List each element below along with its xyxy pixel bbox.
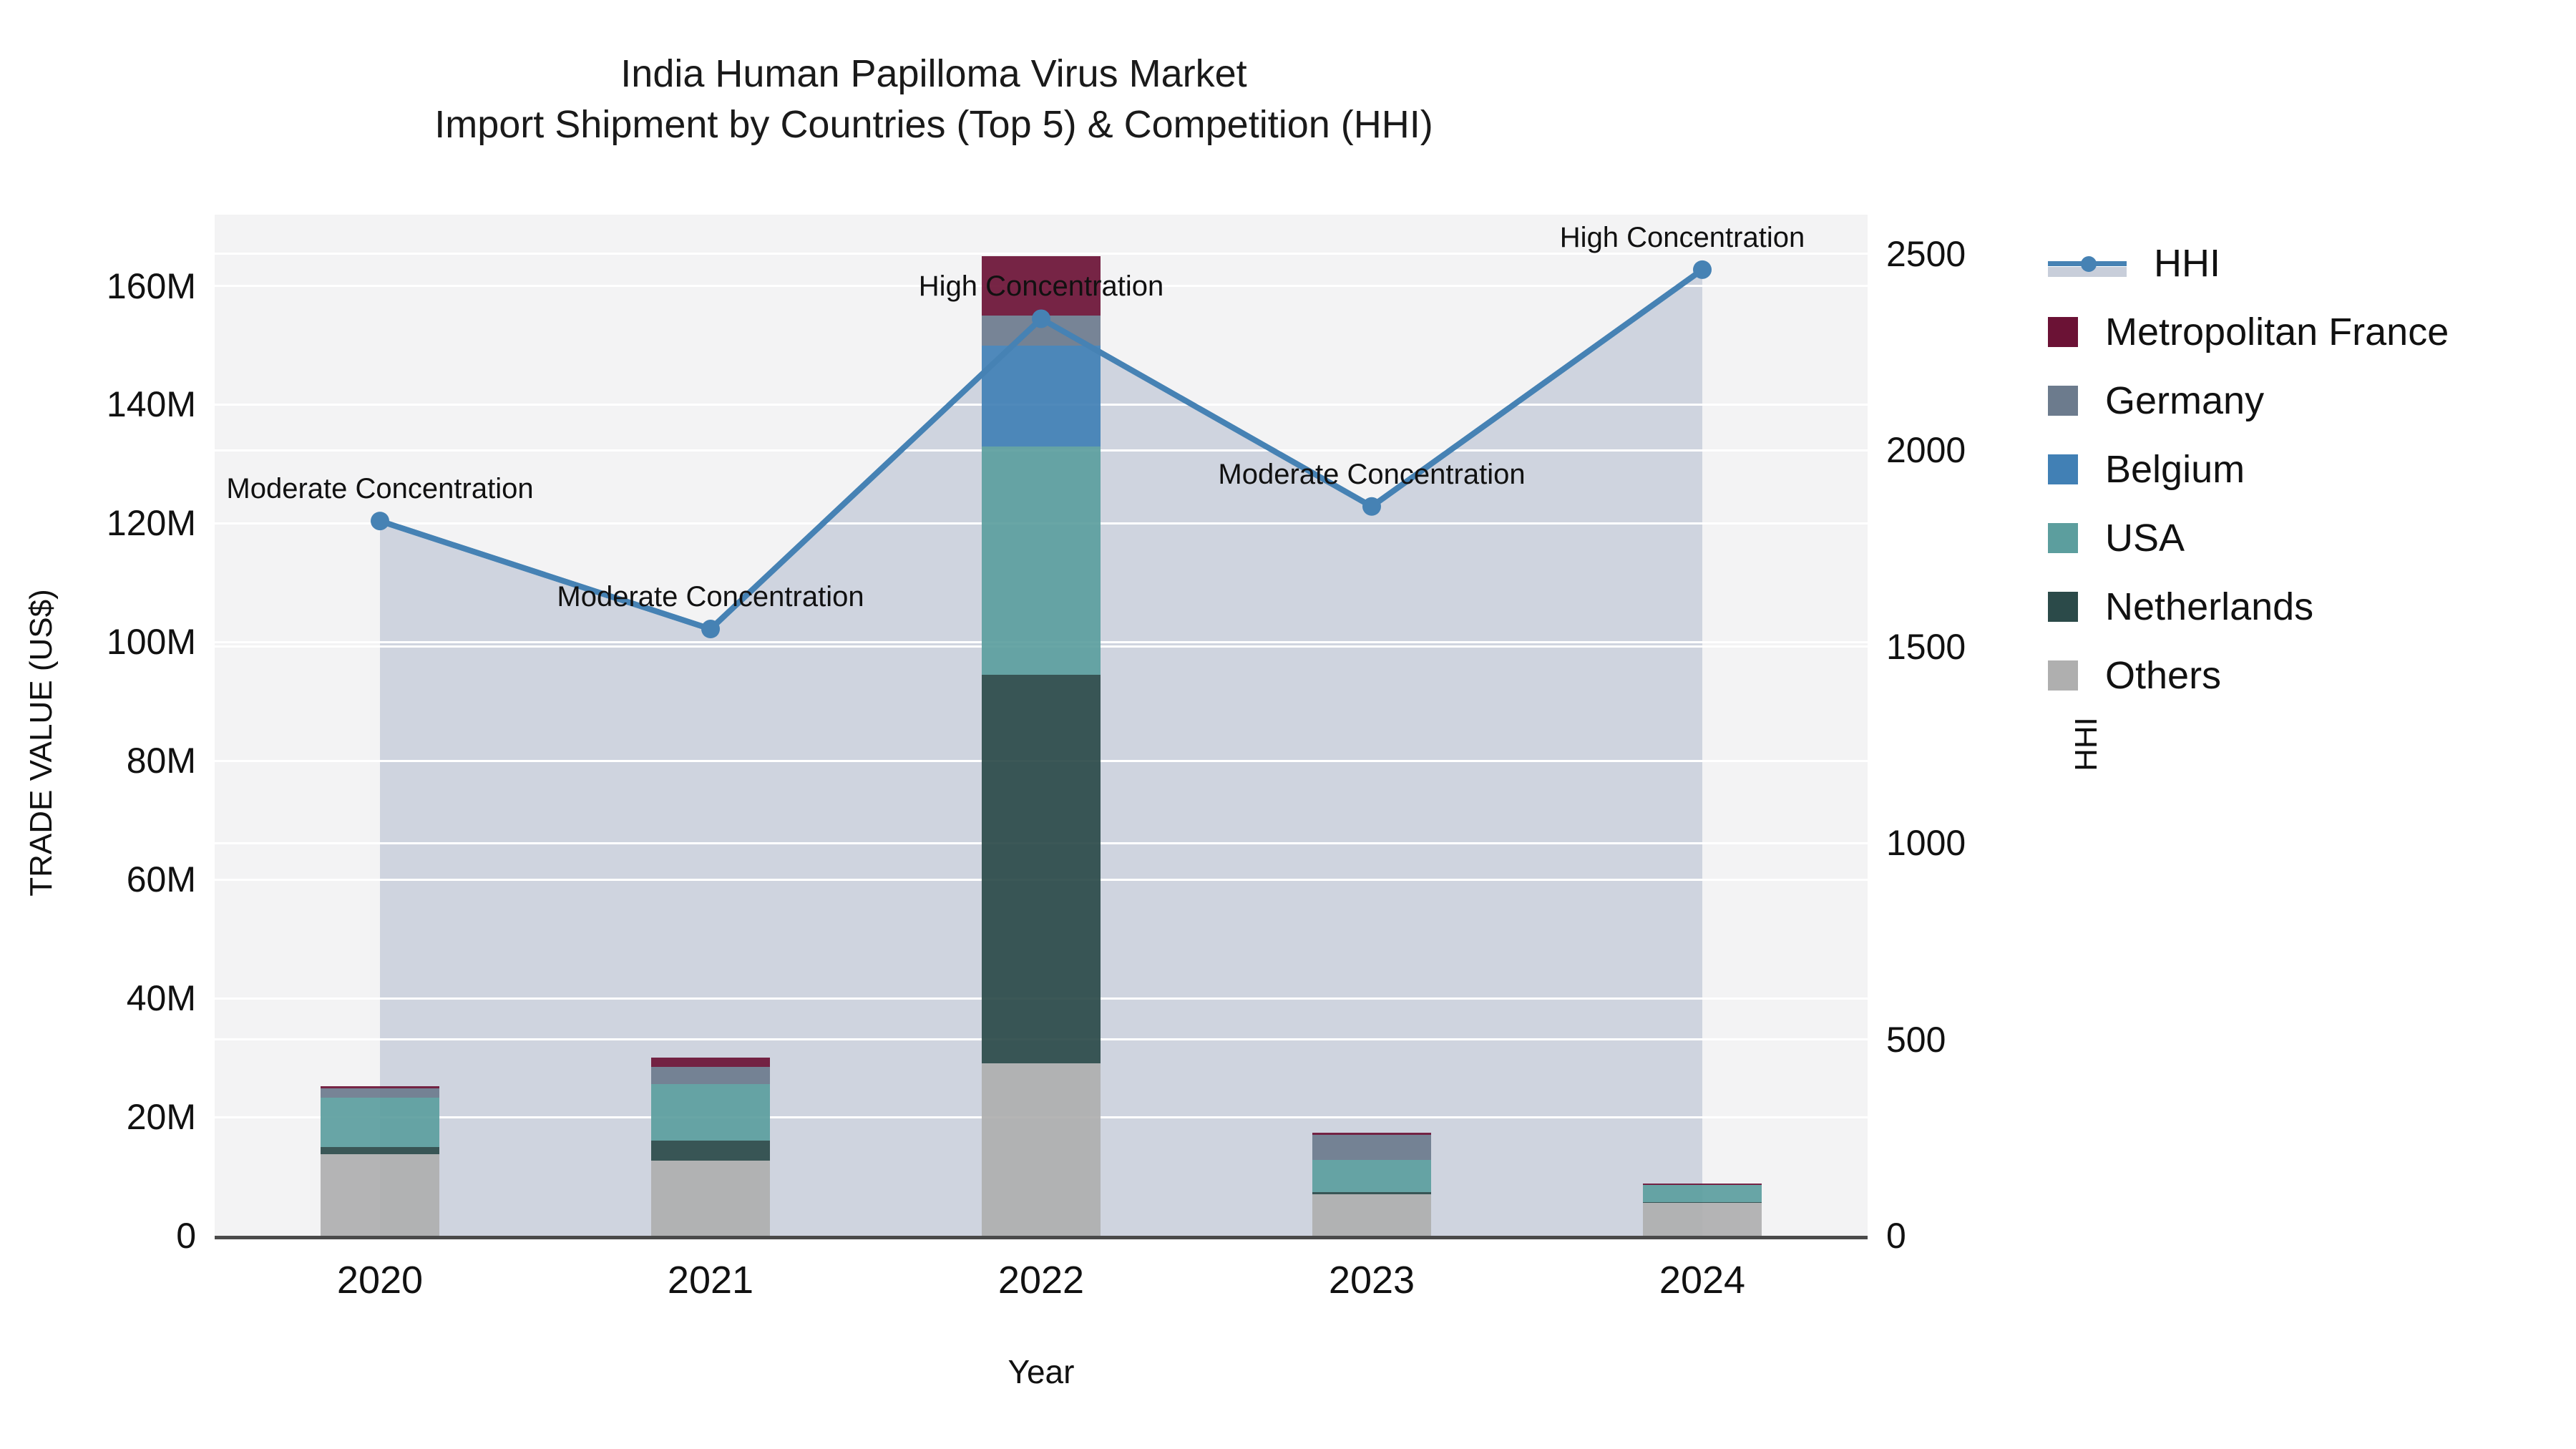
x-axis-tick: 2022 [997, 1259, 1085, 1302]
bar-group[interactable] [981, 215, 1101, 1236]
x-axis-tick: 2021 [667, 1259, 754, 1302]
bar-group[interactable] [320, 215, 440, 1236]
y-axis-right-tick: 1500 [1886, 626, 1966, 667]
hhi-annotation: High Concentration [918, 270, 1164, 303]
hhi-annotation: High Concentration [1559, 221, 1805, 253]
bar-segment-usa[interactable] [320, 1097, 440, 1148]
bar-segment-netherlands[interactable] [650, 1141, 771, 1161]
bar-group[interactable] [1642, 215, 1762, 1236]
hhi-annotation: Moderate Concentration [1218, 458, 1526, 490]
legend-swatch-icon [2048, 317, 2078, 347]
bar-segment-metropolitan-france[interactable] [650, 1058, 771, 1067]
y-axis-left-tick: 60M [126, 859, 196, 900]
legend-item-usa[interactable]: USA [2048, 504, 2549, 572]
bar-segment-others[interactable] [650, 1160, 771, 1236]
legend-area-fill [2048, 267, 2127, 277]
legend-swatch-icon [2048, 454, 2078, 484]
y-axis-left-tick: 140M [106, 384, 196, 425]
y-axis-right-tick: 0 [1886, 1216, 1906, 1256]
bar-segment-others[interactable] [1312, 1194, 1432, 1236]
y-axis-left-tick: 120M [106, 503, 196, 544]
plot-area [215, 215, 1868, 1236]
bar-group[interactable] [1312, 215, 1432, 1236]
bar-segment-metropolitan-france[interactable] [1642, 1183, 1762, 1185]
y-axis-left-tick: 100M [106, 622, 196, 663]
legend-label: Netherlands [2105, 585, 2314, 628]
hhi-marker[interactable] [1693, 260, 1712, 279]
legend-swatch-icon [2048, 523, 2078, 553]
y-axis-right-tick: 2000 [1886, 430, 1966, 471]
legend-label: HHI [2154, 242, 2220, 285]
chart-title-line-2: Import Shipment by Countries (Top 5) & C… [434, 103, 1433, 147]
legend-item-hhi[interactable]: HHI [2048, 229, 2549, 298]
y-axis-left-tick: 0 [176, 1216, 196, 1256]
bar-segment-belgium[interactable] [981, 345, 1101, 447]
bar-group[interactable] [650, 215, 771, 1236]
legend-line-dot [2081, 256, 2097, 272]
hhi-marker[interactable] [1362, 497, 1381, 516]
legend-item-netherlands[interactable]: Netherlands [2048, 572, 2549, 641]
bar-segment-usa[interactable] [1312, 1159, 1432, 1193]
legend-line-marker-icon [2048, 248, 2127, 278]
legend-label: Metropolitan France [2105, 311, 2449, 353]
legend-swatch-icon [2048, 386, 2078, 416]
hhi-annotation: Moderate Concentration [226, 473, 534, 505]
bar-segment-netherlands[interactable] [981, 675, 1101, 1064]
y-axis-left-tick: 80M [126, 741, 196, 781]
bar-segment-netherlands[interactable] [1642, 1202, 1762, 1204]
legend-label: USA [2105, 517, 2185, 560]
bar-segment-others[interactable] [981, 1063, 1101, 1236]
legend-swatch-icon [2048, 660, 2078, 691]
legend-label: Germany [2105, 379, 2265, 422]
bar-segment-netherlands[interactable] [1312, 1192, 1432, 1194]
x-axis-label: Year [1008, 1353, 1075, 1390]
legend-label: Others [2105, 654, 2222, 697]
y-axis-left-tick: 20M [126, 1097, 196, 1138]
hhi-markers-svg [371, 260, 1712, 639]
chart-title: India Human Papilloma Virus Market Impor… [0, 49, 1868, 151]
y-axis-left-tick: 40M [126, 978, 196, 1019]
bar-segment-germany[interactable] [1312, 1134, 1432, 1160]
bar-segment-others[interactable] [1642, 1203, 1762, 1236]
legend-label: Belgium [2105, 448, 2245, 491]
y-axis-right-tick: 500 [1886, 1019, 1946, 1060]
bar-segment-metropolitan-france[interactable] [981, 256, 1101, 316]
bar-segment-others[interactable] [320, 1154, 440, 1236]
legend-swatch-icon [2048, 592, 2078, 622]
y-axis-right-tick: 2500 [1886, 233, 1966, 274]
x-axis-tick: 2023 [1328, 1259, 1415, 1302]
legend-item-others[interactable]: Others [2048, 641, 2549, 710]
bar-segment-germany[interactable] [320, 1088, 440, 1098]
bar-segment-germany[interactable] [650, 1066, 771, 1085]
bar-segment-usa[interactable] [1642, 1184, 1762, 1203]
chart-title-line-1: India Human Papilloma Virus Market [620, 52, 1247, 95]
legend-item-metropolitan-france[interactable]: Metropolitan France [2048, 298, 2549, 366]
legend-item-germany[interactable]: Germany [2048, 366, 2549, 435]
bar-segment-usa[interactable] [981, 446, 1101, 675]
hhi-marker[interactable] [1032, 309, 1050, 328]
hhi-annotation: Moderate Concentration [557, 581, 864, 613]
x-axis-tick: 2020 [336, 1259, 424, 1302]
legend-item-belgium[interactable]: Belgium [2048, 435, 2549, 504]
y-axis-right-tick: 1000 [1886, 823, 1966, 864]
bar-segment-usa[interactable] [650, 1084, 771, 1141]
legend: HHI Metropolitan France Germany Belgium USA N… [2048, 229, 2549, 710]
x-axis-tick: 2024 [1659, 1259, 1746, 1302]
hhi-marker[interactable] [701, 620, 720, 639]
plot-inner [215, 215, 1868, 1236]
x-axis-line [215, 1236, 1868, 1239]
hhi-marker[interactable] [371, 512, 389, 531]
gridline [215, 253, 1868, 255]
bar-segment-metropolitan-france[interactable] [320, 1085, 440, 1089]
y-axis-left-tick: 160M [106, 265, 196, 306]
bar-segment-netherlands[interactable] [320, 1147, 440, 1155]
bar-segment-metropolitan-france[interactable] [1312, 1132, 1432, 1135]
